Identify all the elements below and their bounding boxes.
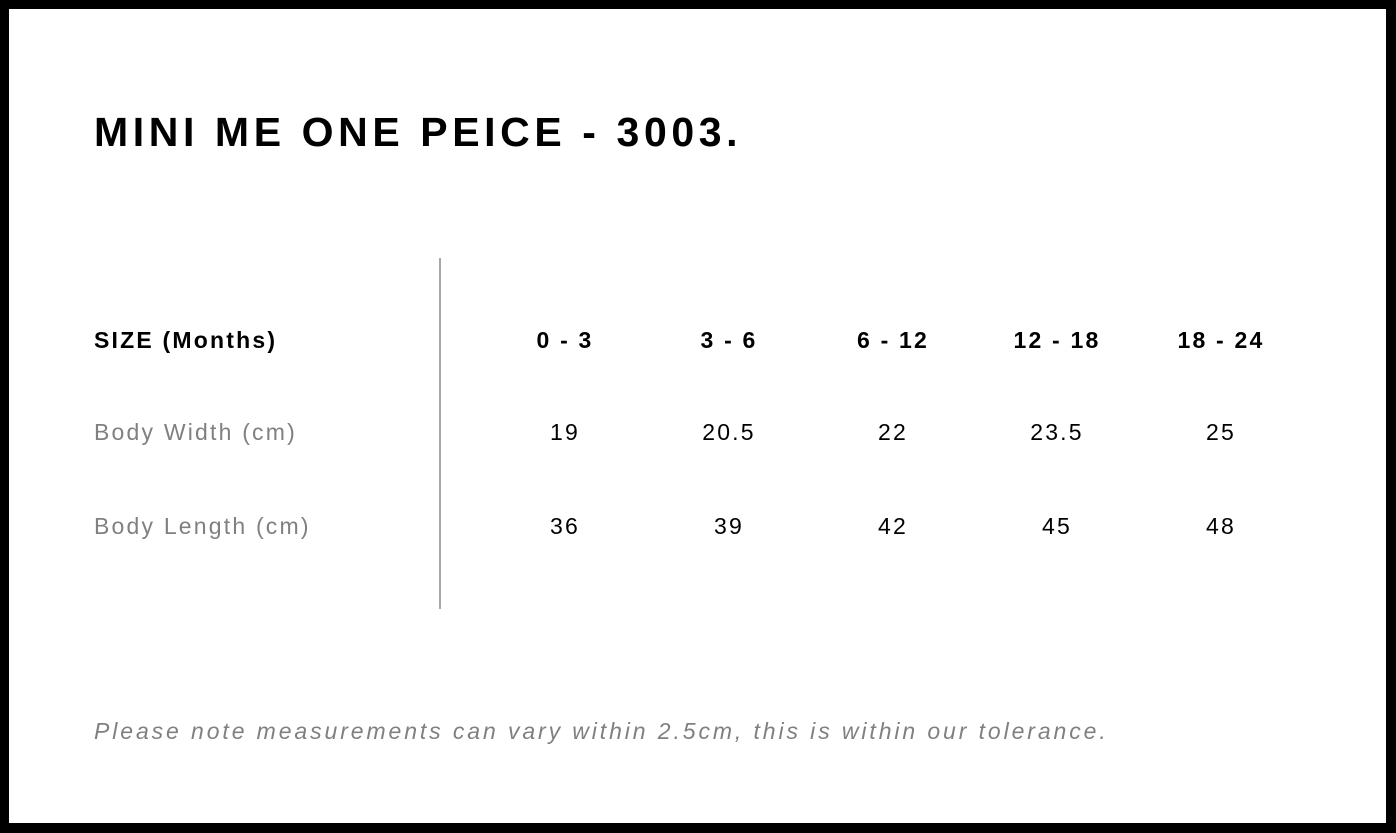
size-header-cell: 6 - 12 (856, 327, 929, 353)
table-cell: 25 (1206, 419, 1236, 445)
tolerance-note: Please note measurements can vary within… (94, 718, 1109, 744)
size-header-cell: 12 - 18 (1013, 327, 1101, 353)
size-header-label: SIZE (Months) (94, 327, 278, 353)
table-cell: 22 (878, 419, 908, 445)
table-cell: 45 (1042, 513, 1072, 539)
table-cell: 36 (550, 513, 580, 539)
table-cell: 23.5 (1030, 419, 1084, 445)
table-cell: 20.5 (702, 419, 756, 445)
size-header-cell: 3 - 6 (700, 327, 758, 353)
row-label: Body Length (cm) (94, 513, 311, 539)
table-cell: 39 (714, 513, 744, 539)
page-title: MINI ME ONE PEICE - 3003. (94, 109, 743, 155)
table-cell: 19 (550, 419, 580, 445)
table-cell: 42 (878, 513, 908, 539)
column-divider (439, 258, 441, 609)
size-chart-card (9, 9, 1386, 823)
row-label: Body Width (cm) (94, 419, 297, 445)
table-cell: 48 (1206, 513, 1236, 539)
size-header-cell: 0 - 3 (536, 327, 594, 353)
size-header-cell: 18 - 24 (1177, 327, 1265, 353)
